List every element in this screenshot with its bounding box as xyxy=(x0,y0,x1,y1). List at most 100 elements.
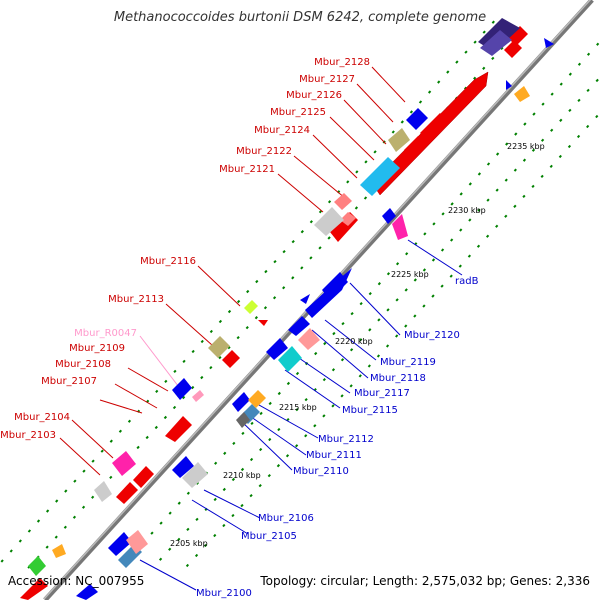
tick-dash xyxy=(318,210,323,214)
gene-label: radB xyxy=(455,276,479,287)
gene-label: Mbur_2121 xyxy=(219,164,275,175)
tick-dash xyxy=(522,194,526,198)
gene-label: Mbur_2106 xyxy=(258,513,314,524)
tick-dash xyxy=(236,336,240,340)
tick-dash xyxy=(437,80,441,84)
tick-dash xyxy=(118,429,123,433)
tick-dash xyxy=(531,148,536,152)
tick-dash xyxy=(431,294,435,298)
tick-dash xyxy=(586,88,590,92)
tick-dash xyxy=(450,202,454,206)
tick-dash xyxy=(432,222,436,226)
tick-dash xyxy=(295,371,300,376)
tick-dash xyxy=(386,272,391,276)
scale-label: 2215 kbp xyxy=(279,403,317,412)
tick-dash xyxy=(291,276,295,280)
tick-dash xyxy=(346,180,350,184)
tick-dash xyxy=(523,122,527,126)
tick-dash xyxy=(54,535,58,539)
tick-dash xyxy=(327,236,331,240)
tick-dash xyxy=(541,102,545,106)
forward-strand-genes xyxy=(20,26,528,600)
tick-dash xyxy=(340,394,344,398)
tick-dash xyxy=(318,246,322,250)
tick-dash xyxy=(249,457,254,462)
tick-dash xyxy=(36,519,41,523)
tick-dash xyxy=(268,401,272,406)
tick-dash xyxy=(367,364,371,368)
tick-dash xyxy=(241,431,245,435)
tick-dash xyxy=(268,437,272,442)
tick-dash xyxy=(254,316,258,320)
genome-title: Methanococcoides burtonii DSM 6242, comp… xyxy=(113,10,487,25)
tick-dash xyxy=(255,279,259,284)
tick-dash xyxy=(286,417,290,422)
tick-dash xyxy=(350,312,354,316)
tick-dash xyxy=(82,469,86,473)
reverse-strand-genes xyxy=(76,38,554,600)
tick-dash xyxy=(413,278,417,282)
tick-dash xyxy=(164,379,168,383)
tick-dash xyxy=(173,369,177,373)
gene-label: Mbur_2125 xyxy=(270,107,326,118)
tick-dash xyxy=(558,154,562,159)
right-leader-lines xyxy=(139,239,463,591)
tick-dash xyxy=(549,164,553,169)
gene-label: Mbur_2127 xyxy=(299,74,355,85)
tick-dash xyxy=(323,341,327,346)
tick-dash xyxy=(368,328,372,332)
tick-dash xyxy=(136,445,140,450)
tick-dash xyxy=(177,501,181,505)
tick-dash xyxy=(495,188,499,192)
tick-dash xyxy=(73,479,77,483)
tick-dash xyxy=(413,314,417,318)
tick-dash xyxy=(485,234,490,238)
gene-label: Mbur_2124 xyxy=(254,125,310,136)
tick-dash xyxy=(595,78,599,83)
tick-dash xyxy=(246,289,250,294)
gene-label: Mbur_2118 xyxy=(370,373,426,384)
tick-dash xyxy=(495,224,499,228)
gene-label: Mbur_2105 xyxy=(241,531,297,542)
tick-dash xyxy=(504,178,508,182)
tick-dash xyxy=(172,405,177,410)
tick-dash xyxy=(449,274,453,278)
tick-dash xyxy=(163,415,168,420)
tick-dash xyxy=(514,132,518,136)
tick-dash xyxy=(359,302,363,306)
tick-dash xyxy=(194,553,199,558)
reverse-strand-other xyxy=(52,86,530,568)
tick-dash xyxy=(446,70,450,74)
tick-dash xyxy=(204,543,208,548)
tick-dash xyxy=(391,130,395,134)
scale-label: 2220 kbp xyxy=(335,337,373,346)
gene-label: Mbur_2107 xyxy=(41,376,97,387)
tick-dash xyxy=(186,527,190,531)
tick-dash xyxy=(264,269,268,274)
tick-dash xyxy=(91,495,95,499)
tick-dash xyxy=(373,150,377,154)
tick-dash xyxy=(72,515,77,519)
gene-label: Mbur_2111 xyxy=(306,450,362,461)
forward-strand-other xyxy=(28,18,520,576)
tick-dash xyxy=(450,238,454,242)
tick-dash xyxy=(222,487,226,492)
tick-dash xyxy=(240,503,244,508)
tick-dash xyxy=(476,244,481,248)
tick-dash xyxy=(596,42,600,46)
tick-dash xyxy=(595,114,599,119)
tick-dash xyxy=(540,138,545,142)
tick-dash xyxy=(313,424,317,428)
tick-dash xyxy=(155,389,159,393)
tick-dash xyxy=(486,198,490,202)
tick-dash xyxy=(55,499,59,503)
tick-dash xyxy=(386,308,390,312)
tick-marks xyxy=(0,20,600,569)
tick-dash xyxy=(45,509,50,513)
tick-dash xyxy=(195,517,199,521)
tick-dash xyxy=(259,447,263,452)
tick-dash xyxy=(500,46,504,50)
tick-dash xyxy=(368,292,372,296)
left-leader-lines xyxy=(59,66,406,476)
tick-dash xyxy=(331,404,335,408)
